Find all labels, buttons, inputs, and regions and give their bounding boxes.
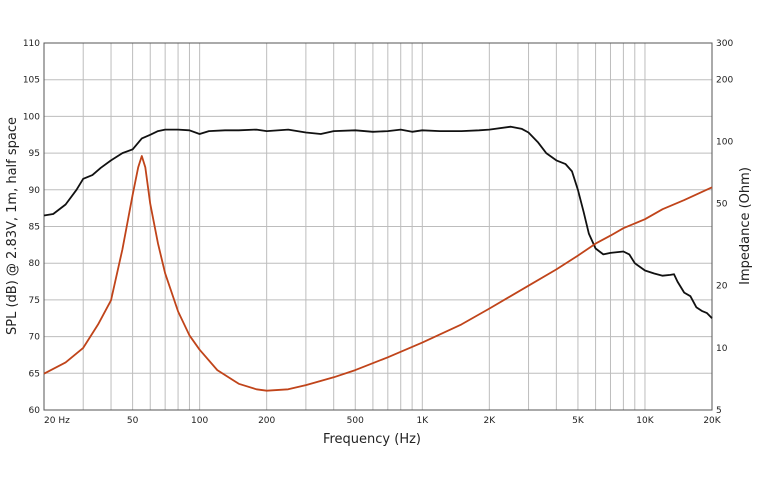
y-left-tick-label: 95 (29, 149, 40, 159)
y-left-tick-label: 65 (29, 369, 40, 379)
y-right-axis-title: Impedance (Ohm) (738, 167, 753, 285)
y-left-tick-label: 100 (23, 112, 40, 122)
x-tick-label: 5K (572, 416, 585, 426)
y-left-tick-label: 60 (29, 406, 41, 416)
y-left-tick-label: 85 (29, 223, 40, 233)
x-tick-label: 2K (484, 416, 497, 426)
y-right-tick-label: 200 (716, 75, 733, 85)
spl-curve (43, 125, 713, 319)
x-tick-label: 10K (636, 416, 654, 426)
x-axis-title: Frequency (Hz) (323, 432, 421, 447)
x-tick-label: 200 (258, 416, 275, 426)
y-left-tick-label: 70 (29, 333, 41, 343)
y-left-tick-label: 110 (23, 39, 40, 49)
y-right-tick-labels: 300 200 100 50 20 10 5 (716, 39, 733, 416)
y-left-tick-labels: 110 105 100 95 90 85 80 75 70 65 60 (23, 39, 40, 416)
y-left-tick-label: 80 (29, 259, 41, 269)
y-left-tick-label: 75 (29, 296, 40, 306)
impedance-curve (43, 155, 713, 392)
plot-border (43, 42, 713, 411)
y-right-tick-label: 50 (716, 200, 728, 210)
y-right-tick-label: 20 (716, 282, 728, 292)
x-tick-label: 1K (416, 416, 429, 426)
x-tick-label: 20 Hz (44, 416, 70, 426)
y-left-axis-title: SPL (dB) @ 2.83V, 1m, half space (5, 117, 20, 335)
grid (44, 43, 712, 410)
series-layer (43, 125, 713, 392)
y-right-tick-label: 300 (716, 39, 733, 49)
y-right-tick-label: 5 (716, 406, 722, 416)
x-tick-label: 500 (347, 416, 364, 426)
y-left-tick-label: 90 (29, 186, 41, 196)
y-left-tick-label: 105 (23, 76, 40, 86)
y-right-tick-label: 100 (716, 137, 733, 147)
x-tick-labels: 20 Hz 50 100 200 500 1K 2K 5K 10K 20K (44, 416, 722, 426)
x-tick-label: 100 (191, 416, 208, 426)
y-right-tick-label: 10 (716, 344, 728, 354)
x-tick-label: 50 (127, 416, 139, 426)
x-tick-label: 20K (703, 416, 721, 426)
